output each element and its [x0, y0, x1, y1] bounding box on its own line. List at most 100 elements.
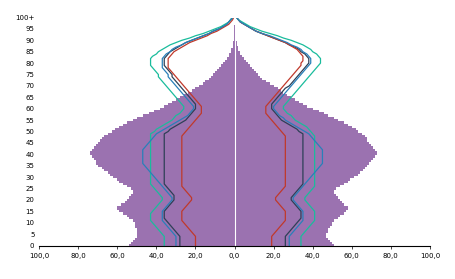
Bar [135, 226, 235, 229]
Bar [168, 103, 235, 105]
Bar [160, 108, 235, 110]
Bar [119, 210, 235, 212]
Bar [235, 128, 356, 130]
Bar [235, 215, 340, 217]
Bar [213, 73, 235, 76]
Bar [233, 39, 235, 42]
Bar [235, 160, 371, 162]
Bar [235, 217, 338, 219]
Bar [219, 66, 235, 69]
Bar [235, 114, 329, 117]
Bar [233, 46, 235, 48]
Bar [229, 53, 235, 55]
Bar [235, 105, 307, 108]
Bar [235, 203, 344, 206]
Bar [137, 233, 235, 235]
Bar [98, 165, 235, 167]
Bar [235, 62, 248, 64]
Bar [129, 244, 235, 247]
Bar [235, 44, 237, 46]
Bar [135, 222, 235, 224]
Bar [235, 146, 373, 149]
Bar [131, 194, 235, 196]
Bar [235, 85, 273, 87]
Bar [235, 242, 332, 244]
Bar [235, 42, 237, 44]
Bar [129, 217, 235, 219]
Bar [137, 117, 235, 119]
Bar [235, 158, 373, 160]
Bar [125, 201, 235, 203]
Bar [235, 183, 344, 185]
Bar [235, 144, 371, 146]
Bar [235, 210, 346, 212]
Bar [235, 130, 358, 133]
Bar [117, 178, 235, 181]
Bar [205, 80, 235, 83]
Bar [217, 69, 235, 71]
Bar [211, 76, 235, 78]
Bar [235, 174, 358, 176]
Bar [199, 85, 235, 87]
Bar [235, 119, 338, 121]
Bar [235, 176, 354, 178]
Bar [133, 240, 235, 242]
Bar [235, 212, 344, 215]
Bar [92, 149, 235, 151]
Bar [223, 62, 235, 64]
Bar [221, 64, 235, 66]
Bar [123, 124, 235, 126]
Bar [235, 167, 365, 169]
Bar [235, 219, 334, 222]
Bar [176, 98, 235, 101]
Bar [235, 73, 258, 76]
Bar [184, 94, 235, 96]
Bar [235, 142, 369, 144]
Bar [196, 87, 235, 89]
Bar [235, 192, 334, 194]
Bar [235, 87, 278, 89]
Bar [96, 144, 235, 146]
Bar [233, 44, 235, 46]
Bar [215, 71, 235, 73]
Bar [137, 229, 235, 231]
Bar [235, 233, 326, 235]
Bar [164, 105, 235, 108]
Bar [235, 39, 236, 42]
Bar [94, 146, 235, 149]
Bar [143, 114, 235, 117]
Bar [117, 208, 235, 210]
Bar [235, 185, 340, 187]
Bar [235, 162, 369, 165]
Bar [235, 190, 334, 192]
Bar [235, 240, 330, 242]
Bar [131, 242, 235, 244]
Bar [123, 183, 235, 185]
Bar [235, 112, 324, 114]
Bar [137, 231, 235, 233]
Bar [235, 229, 329, 231]
Bar [235, 181, 348, 183]
Bar [235, 126, 352, 128]
Bar [180, 96, 235, 98]
Bar [229, 55, 235, 57]
Bar [235, 53, 240, 55]
Bar [133, 119, 235, 121]
Bar [107, 133, 235, 135]
Bar [203, 83, 235, 85]
Bar [235, 137, 367, 140]
Bar [187, 92, 235, 94]
Bar [90, 153, 235, 155]
Bar [119, 126, 235, 128]
Bar [235, 231, 329, 233]
Bar [235, 57, 244, 60]
Bar [111, 130, 235, 133]
Bar [117, 206, 235, 208]
Bar [235, 208, 348, 210]
Bar [235, 135, 365, 137]
Bar [231, 50, 235, 53]
Bar [235, 140, 367, 142]
Bar [235, 108, 313, 110]
Bar [131, 187, 235, 190]
Bar [235, 226, 330, 229]
